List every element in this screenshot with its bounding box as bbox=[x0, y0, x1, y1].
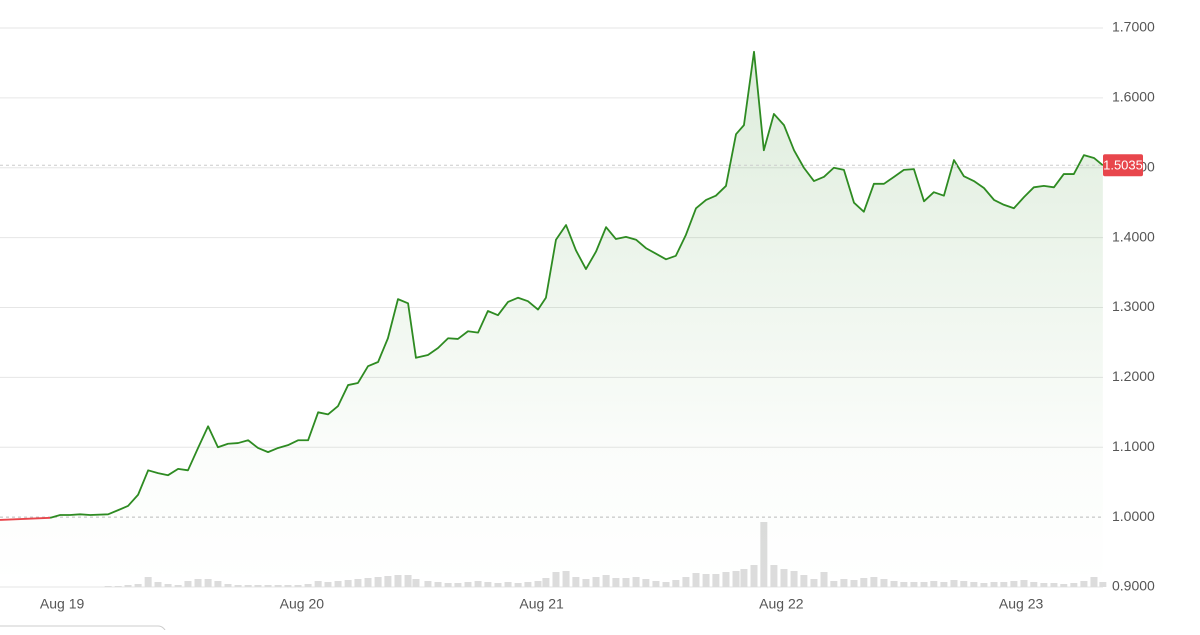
x-tick-label: Aug 19 bbox=[40, 596, 85, 612]
price-line bbox=[49, 50, 1104, 519]
y-tick-label: 1.4000 bbox=[1112, 228, 1155, 244]
y-tick-label: 1.6000 bbox=[1112, 89, 1155, 105]
x-tick-label: Aug 20 bbox=[280, 596, 325, 612]
y-tick-label: 1.3000 bbox=[1112, 298, 1155, 314]
x-tick-label: Aug 21 bbox=[519, 596, 564, 612]
area bbox=[0, 51, 1103, 587]
y-tick-label: 0.9000 bbox=[1112, 578, 1155, 594]
last-price-label: 1.5035 bbox=[1103, 158, 1143, 173]
last-price-badge bbox=[1103, 154, 1143, 177]
x-tick-label: Aug 23 bbox=[999, 596, 1044, 612]
price-line bbox=[0, 516, 51, 521]
y-tick-label: 1.2000 bbox=[1112, 368, 1155, 384]
x-tick-label: Aug 22 bbox=[759, 596, 804, 612]
y-tick-label: 1.1000 bbox=[1112, 438, 1155, 454]
panel-edge bbox=[0, 625, 167, 635]
y-tick-label: 1.7000 bbox=[1112, 19, 1155, 35]
y-tick-label: 1.0000 bbox=[1112, 508, 1155, 524]
